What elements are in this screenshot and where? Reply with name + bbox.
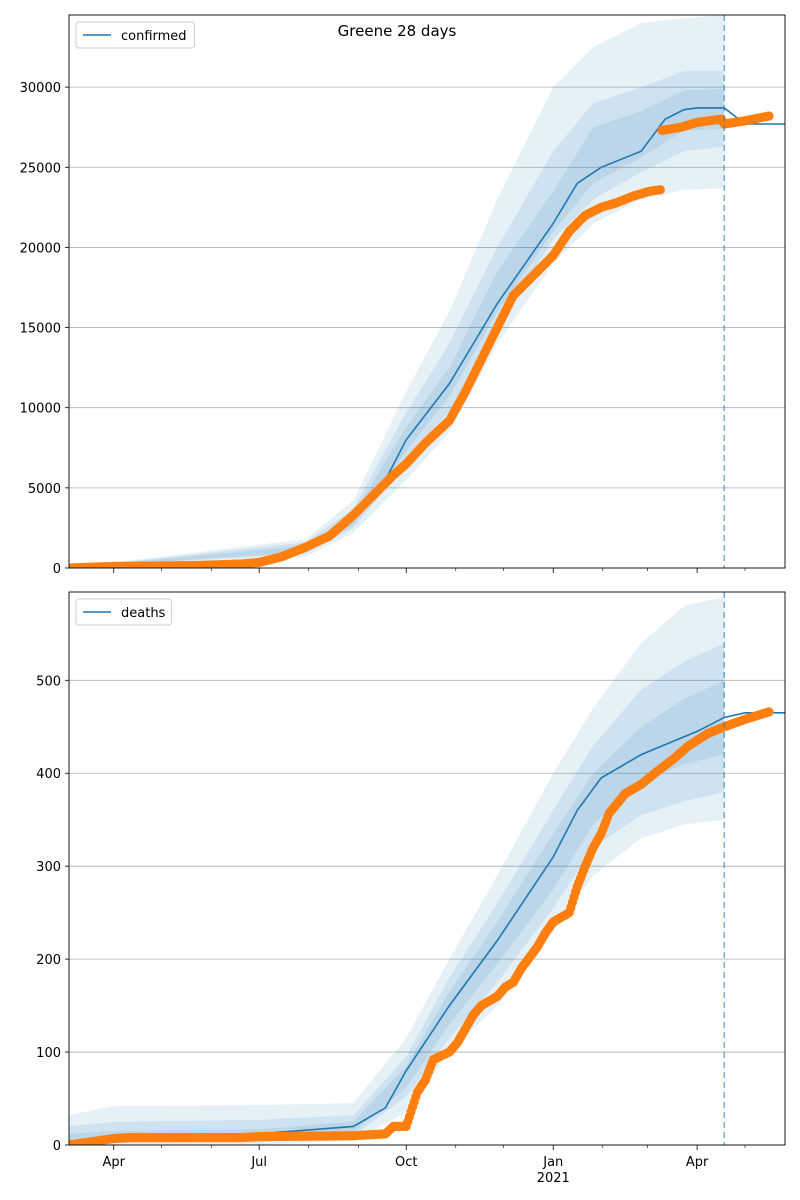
- deaths-median-line: [69, 712, 785, 1145]
- confirmed-legend: confirmed: [75, 21, 195, 49]
- y-tick-label: 500: [36, 674, 61, 689]
- confirmed-observed-point: [764, 111, 774, 121]
- confirmed-observed-point: [655, 185, 665, 195]
- x-tick-label: Apr: [103, 1155, 126, 1170]
- y-tick-label: 20000: [20, 241, 61, 256]
- y-tick-label: 30000: [20, 81, 61, 96]
- deaths-band-middle: [69, 643, 725, 1145]
- y-tick-label: 200: [36, 953, 61, 968]
- y-tick-label: 100: [36, 1046, 61, 1061]
- y-tick-label: 10000: [20, 402, 61, 417]
- y-tick-label: 15000: [20, 322, 61, 337]
- x-tick-label: Jul: [250, 1155, 267, 1170]
- x-tick-label: Jan: [542, 1155, 563, 1170]
- y-tick-label: 0: [53, 1139, 61, 1154]
- figure-title: Greene 28 days: [338, 22, 457, 40]
- deaths-observed-point: [764, 707, 774, 717]
- deaths-band-outer: [69, 596, 725, 1145]
- y-tick-label: 400: [36, 767, 61, 782]
- axes-frame: [68, 14, 786, 569]
- y-tick-label: 25000: [20, 161, 61, 176]
- confirmed-band-outer: [69, 15, 725, 568]
- y-tick-label: 5000: [28, 482, 61, 497]
- confirmed-band-inner: [69, 88, 725, 568]
- x-tick-label: Apr: [686, 1155, 709, 1170]
- confirmed-plot: [69, 15, 785, 568]
- legend-box: [75, 21, 195, 49]
- axes-frame: [68, 591, 786, 1146]
- confirmed-panel: 0 5000 10000 15000 20000 25000 30000 confirmed: [20, 14, 786, 577]
- y-tick-label: 300: [36, 860, 61, 875]
- legend-box: [75, 598, 173, 626]
- y-tick-label: 0: [53, 562, 61, 577]
- legend-label: deaths: [121, 606, 166, 621]
- deaths-band-inner: [69, 680, 725, 1145]
- deaths-legend: deaths: [75, 598, 173, 626]
- x-tick-sublabel: 2021: [537, 1171, 570, 1186]
- legend-label: confirmed: [121, 29, 187, 44]
- x-tick-label: Oct: [395, 1155, 417, 1170]
- confirmed-band-middle: [69, 71, 725, 568]
- deaths-plot: [69, 596, 785, 1145]
